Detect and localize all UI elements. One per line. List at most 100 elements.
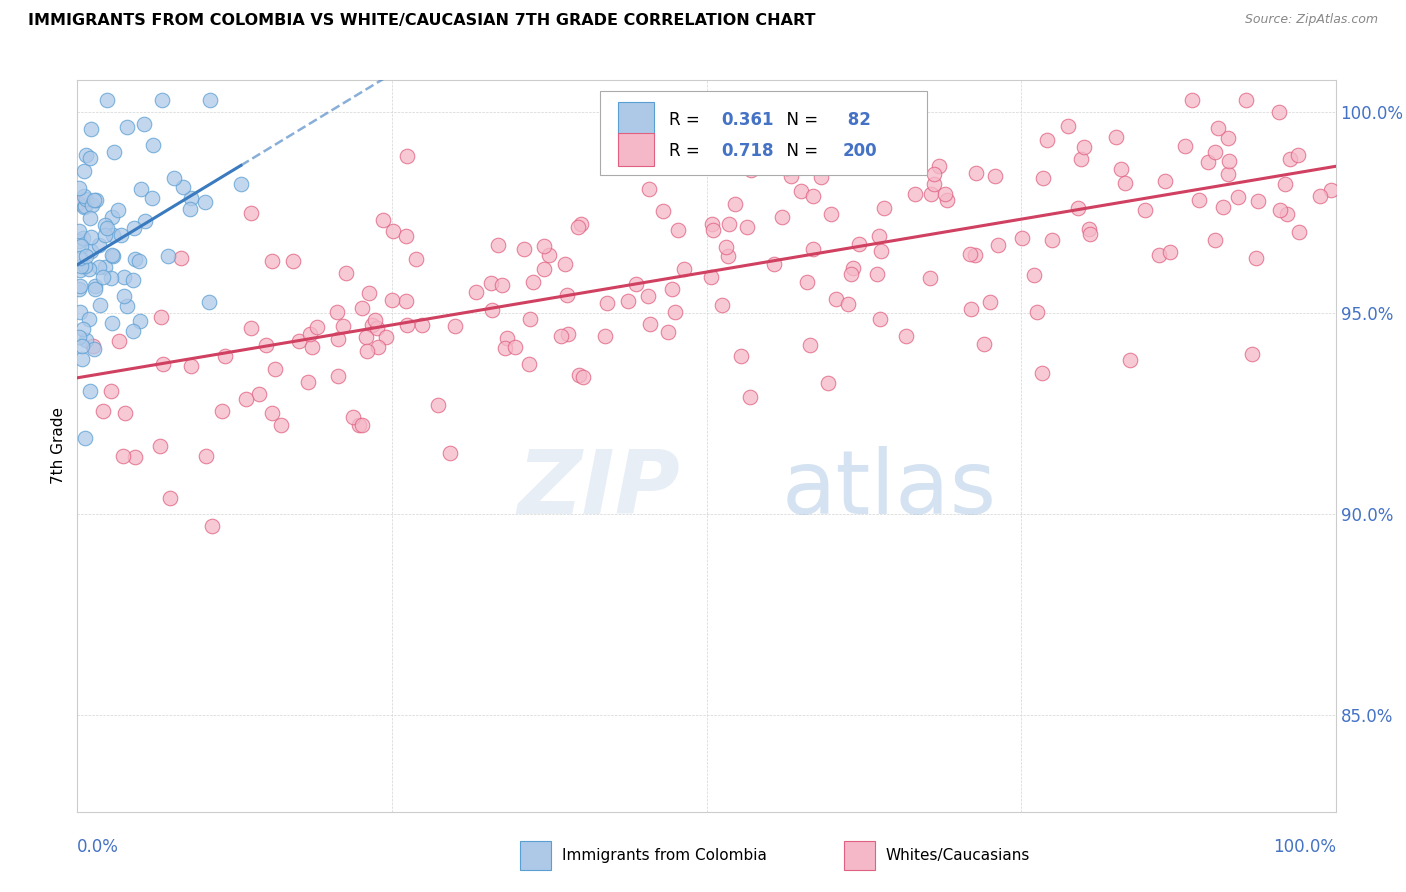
Point: [122, 325, 145, 339]
Point: [84, 279, 107, 293]
Point: [841, 267, 863, 281]
Point: [1206, 121, 1229, 136]
Point: [79, 384, 101, 399]
Point: [67, 235, 90, 249]
Point: [141, 191, 163, 205]
Point: [101, 316, 124, 330]
Point: [979, 295, 1001, 310]
Point: [1212, 200, 1234, 214]
Point: [637, 289, 659, 303]
Point: [283, 253, 305, 268]
Point: [170, 251, 193, 265]
Point: [984, 169, 1007, 183]
Point: [1067, 202, 1090, 216]
Point: [1216, 167, 1239, 181]
Point: [872, 202, 894, 216]
Point: [934, 186, 956, 201]
Point: [779, 132, 801, 146]
Point: [100, 248, 122, 262]
Text: IMMIGRANTS FROM COLOMBIA VS WHITE/CAUCASIAN 7TH GRADE CORRELATION CHART: IMMIGRANTS FROM COLOMBIA VS WHITE/CAUCAS…: [28, 13, 815, 29]
Point: [1153, 174, 1175, 188]
Point: [593, 328, 616, 343]
Point: [1032, 171, 1054, 186]
Point: [180, 191, 202, 205]
Point: [702, 223, 724, 237]
Point: [69, 260, 91, 274]
Point: [229, 177, 252, 191]
Point: [270, 417, 292, 432]
Point: [1274, 177, 1296, 191]
Text: 100.0%: 100.0%: [1272, 838, 1336, 856]
Point: [73, 189, 96, 203]
Point: [617, 293, 640, 308]
Point: [179, 202, 201, 216]
Point: [96, 221, 118, 235]
Point: [101, 249, 124, 263]
Point: [848, 237, 870, 252]
Point: [363, 312, 385, 326]
Point: [820, 207, 842, 221]
Point: [67, 282, 90, 296]
Point: [335, 266, 357, 280]
Y-axis label: 7th Grade: 7th Grade: [51, 408, 66, 484]
Point: [624, 277, 647, 291]
Point: [426, 398, 449, 412]
Point: [717, 249, 740, 263]
Point: [664, 304, 686, 318]
Point: [79, 151, 101, 165]
Point: [700, 269, 723, 284]
Point: [108, 334, 131, 348]
Point: [342, 410, 364, 425]
Point: [73, 199, 96, 213]
Point: [866, 267, 889, 281]
Point: [132, 118, 155, 132]
Point: [522, 275, 544, 289]
Point: [796, 276, 818, 290]
Point: [1216, 131, 1239, 145]
Point: [73, 163, 96, 178]
Point: [77, 262, 100, 277]
Point: [1040, 233, 1063, 247]
Point: [1197, 155, 1219, 169]
Point: [959, 246, 981, 260]
Point: [465, 285, 488, 299]
Point: [101, 211, 124, 225]
Point: [481, 302, 503, 317]
Point: [1309, 189, 1331, 203]
Point: [124, 252, 146, 266]
Point: [107, 203, 129, 218]
Point: [301, 340, 323, 354]
Point: [1159, 245, 1181, 260]
Point: [710, 297, 733, 311]
Point: [67, 195, 90, 210]
Point: [381, 293, 404, 307]
Point: [69, 251, 91, 265]
Point: [1181, 94, 1204, 108]
Point: [740, 163, 762, 178]
Point: [1320, 183, 1343, 197]
Point: [69, 263, 91, 277]
Point: [260, 406, 283, 420]
Point: [810, 169, 832, 184]
Point: [89, 260, 111, 274]
Text: Source: ZipAtlas.com: Source: ZipAtlas.com: [1244, 13, 1378, 27]
Point: [240, 321, 263, 335]
Point: [82, 339, 104, 353]
Text: 0.0%: 0.0%: [77, 838, 120, 856]
Point: [1036, 133, 1059, 147]
Point: [83, 343, 105, 357]
Point: [326, 305, 349, 319]
Point: [870, 244, 893, 259]
Point: [128, 314, 150, 328]
Point: [75, 249, 97, 263]
Text: R =: R =: [669, 112, 704, 129]
Point: [1218, 153, 1240, 168]
Point: [1204, 233, 1226, 247]
Point: [93, 218, 115, 232]
Point: [717, 217, 740, 231]
Point: [568, 368, 591, 383]
Point: [101, 227, 124, 242]
Point: [180, 359, 202, 373]
Point: [596, 296, 619, 310]
Point: [332, 318, 354, 333]
